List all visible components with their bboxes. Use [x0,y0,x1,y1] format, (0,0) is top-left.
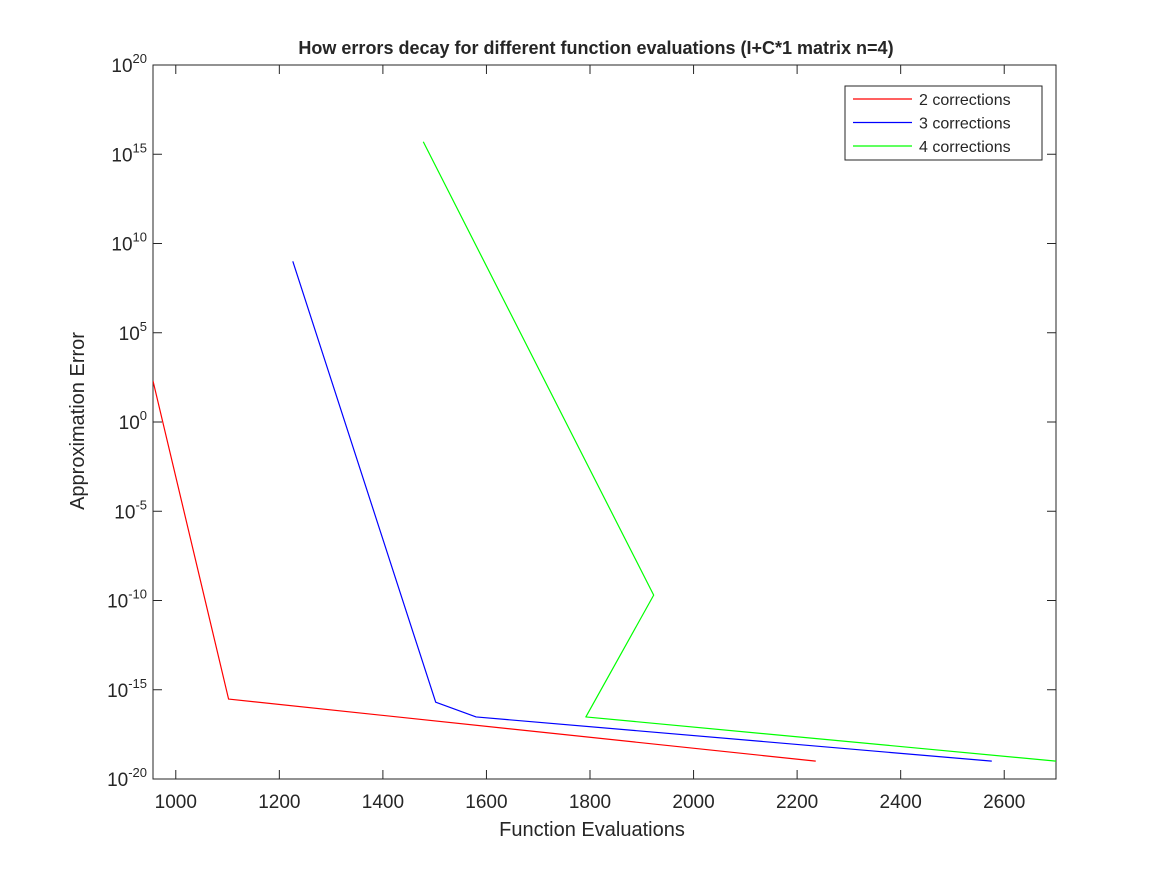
y-tick-label: 1010 [111,230,147,256]
x-tick-label: 2200 [776,792,818,813]
y-axis-label: Approximation Error [67,332,89,510]
series-line-2-corrections [153,380,816,762]
y-tick-label: 1020 [111,51,147,77]
x-tick-label: 2400 [880,792,922,813]
x-tick-label: 2600 [983,792,1025,813]
x-tick-label: 2000 [672,792,714,813]
series-line-3-corrections [292,261,992,762]
legend-label: 2 corrections [919,92,1011,109]
y-tick-label: 100 [119,408,147,434]
x-axis-label: Function Evaluations [499,819,685,841]
x-tick-label: 1600 [465,792,507,813]
plot-area: 1000 1200 1400 1600 1800 2000 2200 2400 2600 10-2… [107,51,1057,813]
x-tick-label: 1800 [569,792,611,813]
legend-label: 4 corrections [919,139,1011,156]
y-tick-label: 10-20 [107,765,147,791]
y-tick-label: 10-10 [107,587,147,613]
chart-title: How errors decay for different function … [298,38,893,58]
x-tick-label: 1400 [362,792,404,813]
legend-label: 3 corrections [919,116,1011,133]
y-tick-label: 10-5 [114,497,147,523]
y-tick-label: 105 [119,319,147,345]
series-line-4-corrections [422,141,1056,762]
x-tick-label: 1000 [155,792,197,813]
y-tick-label: 1015 [111,140,147,166]
y-tick-label: 10-15 [107,676,147,702]
x-tick-label: 1200 [258,792,300,813]
